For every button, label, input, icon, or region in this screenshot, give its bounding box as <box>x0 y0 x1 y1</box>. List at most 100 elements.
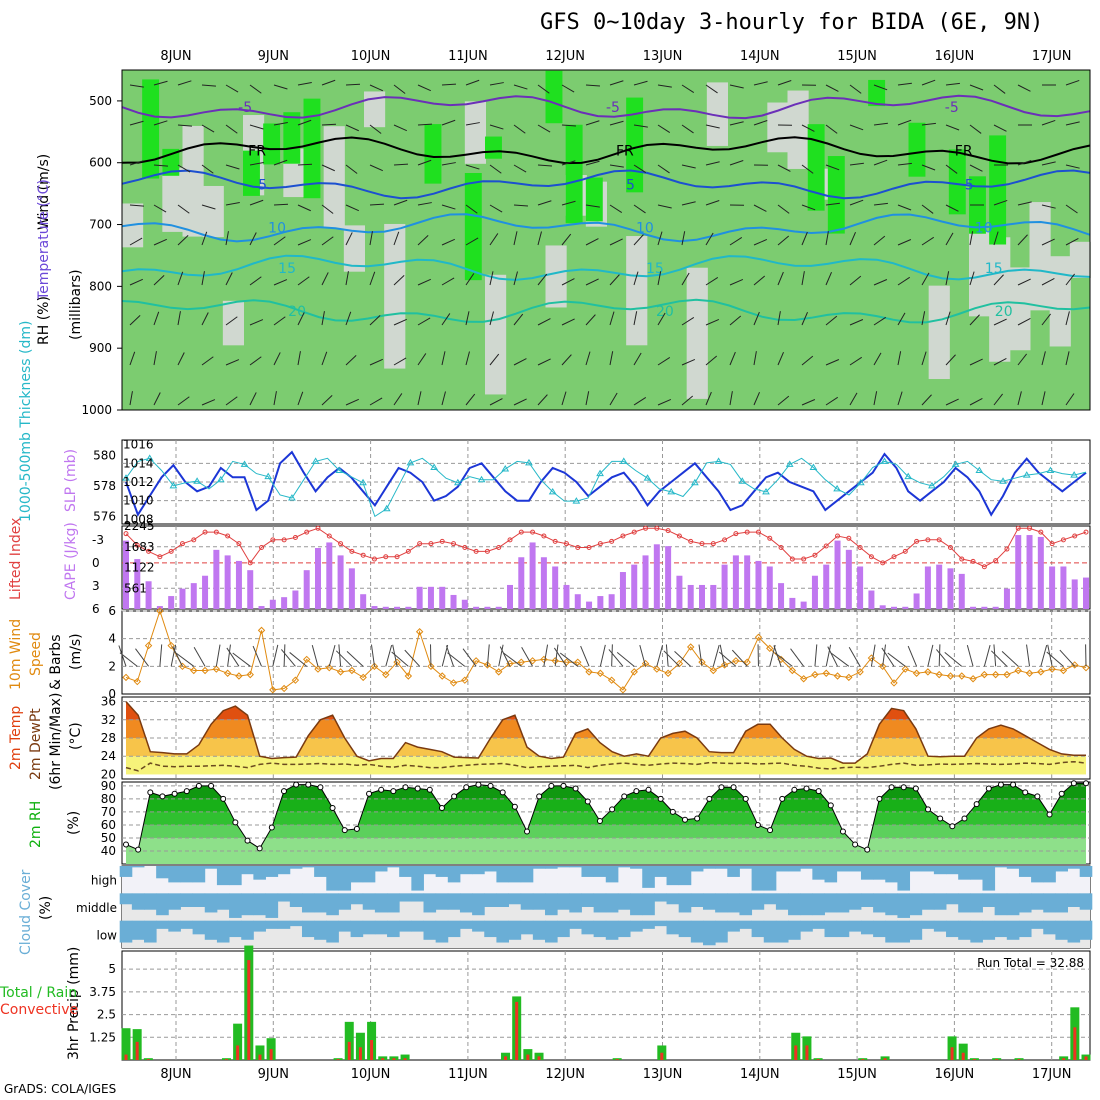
ylabel-slp: SLP (mb) <box>63 449 79 512</box>
surface-wind-barb <box>814 644 818 667</box>
wind-barb <box>321 351 328 366</box>
cloud-bar <box>496 893 510 907</box>
cape-bar <box>891 606 897 609</box>
wind-barb <box>1017 318 1031 326</box>
wind-speed-point <box>585 668 593 676</box>
rh-dry-patch <box>928 285 950 380</box>
wind-barb <box>393 231 400 246</box>
wind-barb <box>297 351 301 366</box>
date-label-bottom: 15JUN <box>837 1067 877 1082</box>
contour-label: 20 <box>995 304 1013 320</box>
wind-speed-point <box>167 641 175 650</box>
cloud-bar <box>180 893 194 907</box>
rh-point <box>123 841 129 848</box>
surface-wind-barb <box>553 647 567 667</box>
thickness-marker <box>833 484 841 492</box>
wind-barb <box>441 83 457 86</box>
wind-barb <box>585 278 599 286</box>
wind-barb <box>177 80 192 86</box>
wind-speed-point <box>619 686 627 694</box>
wind-barb <box>321 311 325 326</box>
temperature-contour <box>121 254 1091 281</box>
wind-barb <box>825 359 840 366</box>
cloud-bar <box>241 893 254 916</box>
contour-label: 5 <box>965 177 974 193</box>
thickness-marker <box>548 487 557 495</box>
wind-barb <box>273 352 281 366</box>
cloud-bar <box>277 893 291 902</box>
wind-speed-point <box>540 655 548 664</box>
precip-conv-bar <box>816 1059 820 1060</box>
cape-bar <box>653 544 660 609</box>
cape-bar <box>936 564 943 609</box>
wind-speed-point <box>991 670 1000 679</box>
wind-barb <box>201 356 214 366</box>
cape-bar <box>981 606 988 609</box>
cloud-bar <box>289 866 303 869</box>
wind-barb <box>873 159 888 166</box>
wind-barb <box>321 272 329 286</box>
wind-barb <box>993 124 1007 132</box>
surface-wind-barb <box>1046 651 1064 667</box>
cloud-bar <box>1055 866 1068 872</box>
surface-wind-barb <box>1040 644 1048 667</box>
wind-speed-point <box>427 662 435 671</box>
surface-wind-barb <box>1059 649 1076 667</box>
wind-barb <box>873 202 888 206</box>
wind-barb <box>369 164 383 172</box>
wind-barb <box>345 398 359 406</box>
thickness-marker <box>951 460 960 467</box>
li-point <box>710 541 716 547</box>
slp-tick-label: 1016 <box>123 438 154 452</box>
wind-barb <box>1017 278 1031 286</box>
cloud-bar <box>581 866 595 877</box>
li-point <box>462 545 468 551</box>
wind-speed-point <box>562 658 571 666</box>
cloud-bar <box>702 893 716 910</box>
wind-barb <box>153 164 168 167</box>
wind-speed-point <box>833 672 842 680</box>
cape-bar <box>247 570 254 609</box>
li-point <box>981 564 987 570</box>
thickness-marker <box>738 477 747 484</box>
wind-barb <box>825 231 829 246</box>
thickness-marker <box>193 477 201 484</box>
wind-barb <box>321 236 334 246</box>
wind-barb <box>969 271 975 286</box>
li-point <box>970 558 976 564</box>
surface-wind-barb <box>827 646 838 667</box>
wind-speed-point <box>686 643 695 651</box>
rh-dry-patch <box>323 126 345 229</box>
temperature-contour <box>121 136 1091 165</box>
surface-wind-barb <box>773 645 782 667</box>
rh-dry-patch <box>545 245 567 308</box>
wind-speed-point <box>178 662 187 671</box>
cloud-bar <box>605 893 619 913</box>
date-label-top: 12JUN <box>545 49 585 64</box>
cloud-bar <box>1067 920 1081 943</box>
cloud-bar <box>617 893 631 910</box>
rh-point <box>961 815 968 822</box>
surface-wind-barb <box>486 644 490 667</box>
rh-moist-patch <box>303 98 321 199</box>
surface-wind-barb <box>882 644 886 667</box>
upper-air-panel: -5 -5 -5 FR FR FR 5 5 5 10 10 10 15 15 15 20 20 20 500 600 7… <box>36 69 1091 440</box>
cape-bar <box>778 583 785 609</box>
wind-barb <box>609 311 615 326</box>
ylabel-wind-speed: Speed <box>28 632 44 676</box>
cloud-bar <box>399 866 412 877</box>
li-point <box>925 537 931 543</box>
cloud-bar <box>508 920 522 940</box>
cloud-bar <box>496 866 510 883</box>
cloud-bar <box>1079 866 1093 877</box>
cape-bar <box>168 596 175 609</box>
wind-barb <box>585 160 600 166</box>
li-point <box>484 548 490 554</box>
surface-wind-barb <box>272 644 279 667</box>
cape-bar <box>1060 566 1067 609</box>
cloud-bar <box>314 866 327 877</box>
cloud-bar <box>593 866 607 877</box>
wind-barb <box>321 123 337 126</box>
cloud-bar <box>581 920 595 935</box>
precip-conv-bar <box>1084 1056 1088 1060</box>
